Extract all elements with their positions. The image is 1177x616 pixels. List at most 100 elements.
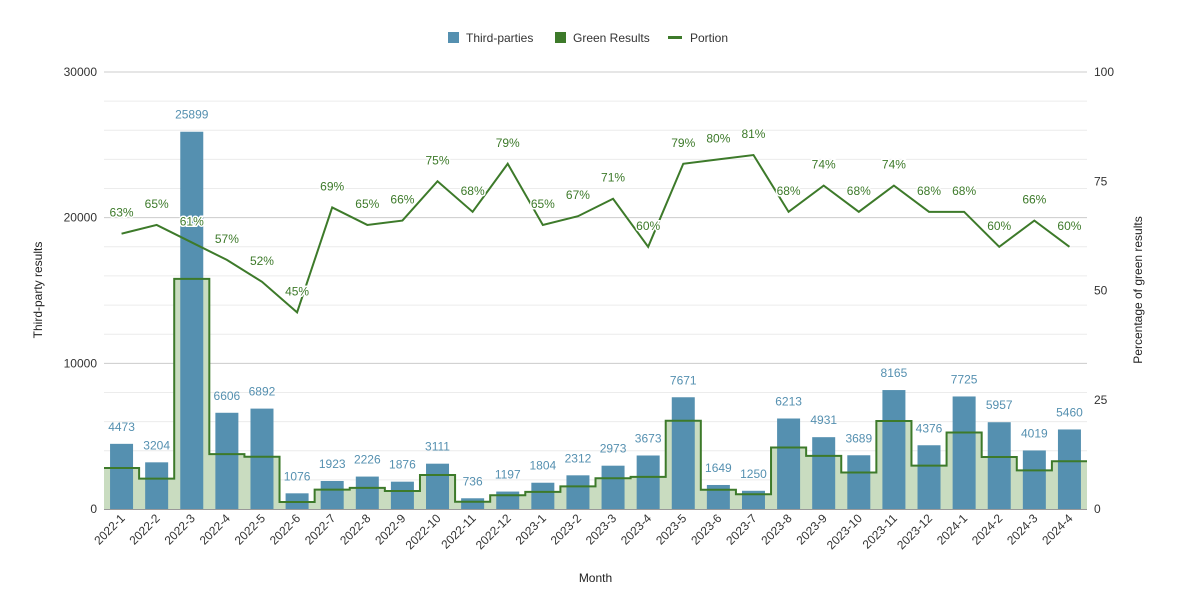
bar-label-2023-12: 4376 bbox=[916, 421, 943, 435]
bar-label-2022-1: 4473 bbox=[108, 420, 135, 434]
portion-label-2023-5: 79% bbox=[671, 136, 695, 150]
bar-label-2023-2: 2312 bbox=[565, 451, 592, 465]
legend-label-portion: Portion bbox=[690, 31, 728, 45]
y-tick-label: 10000 bbox=[64, 356, 98, 370]
bar-2023-5 bbox=[671, 397, 695, 509]
x-axis-title: Month bbox=[579, 571, 612, 585]
portion-label-2022-12: 79% bbox=[496, 136, 520, 150]
y2-tick-label: 25 bbox=[1094, 393, 1108, 407]
x-tick-label: 2023-10 bbox=[824, 511, 865, 552]
portion-label-2022-4: 57% bbox=[215, 232, 239, 246]
x-tick-label: 2023-5 bbox=[653, 511, 690, 548]
bar-2023-4 bbox=[636, 455, 660, 509]
x-tick-label: 2023-4 bbox=[618, 511, 655, 548]
portion-label-2024-2: 60% bbox=[987, 219, 1011, 233]
bar-label-2022-11: 736 bbox=[463, 474, 483, 488]
x-tick-label: 2022-4 bbox=[197, 511, 234, 548]
bar-label-2024-3: 4019 bbox=[1021, 426, 1048, 440]
x-tick-label: 2024-1 bbox=[934, 511, 971, 548]
y-tick-label: 30000 bbox=[64, 65, 98, 79]
portion-label-2023-1: 65% bbox=[531, 197, 555, 211]
x-tick-label: 2022-7 bbox=[302, 511, 339, 548]
legend: Third-parties Green Results Portion bbox=[448, 31, 728, 45]
x-tick-label: 2022-1 bbox=[91, 511, 128, 548]
bar-2023-7 bbox=[741, 490, 765, 509]
x-tick-label: 2023-3 bbox=[583, 511, 620, 548]
bar-label-2023-3: 2973 bbox=[600, 442, 627, 456]
bar-label-2022-12: 1197 bbox=[495, 468, 521, 482]
portion-label-2022-6: 45% bbox=[285, 284, 309, 298]
bar-2023-6 bbox=[706, 484, 730, 509]
green-results-step-line bbox=[104, 277, 1087, 503]
bar-label-2023-10: 3689 bbox=[845, 431, 872, 445]
portion-label-2022-5: 52% bbox=[250, 254, 274, 268]
y2-tick-label: 75 bbox=[1094, 174, 1108, 188]
bar-label-2022-7: 1923 bbox=[319, 457, 346, 471]
bar-2022-4 bbox=[215, 412, 239, 509]
portion-label-2022-10: 75% bbox=[426, 153, 450, 167]
legend-label-green-results: Green Results bbox=[573, 31, 650, 45]
portion-label-2023-12: 68% bbox=[917, 184, 941, 198]
portion-label-2024-1: 68% bbox=[952, 184, 976, 198]
bar-label-2022-8: 2226 bbox=[354, 453, 381, 467]
x-tick-label: 2023-12 bbox=[894, 511, 935, 552]
bar-2022-10 bbox=[426, 463, 450, 509]
bar-2022-3 bbox=[180, 131, 204, 509]
x-tick-label: 2023-1 bbox=[513, 511, 550, 548]
bar-2022-1 bbox=[110, 443, 134, 509]
bar-label-2023-8: 6213 bbox=[775, 394, 802, 408]
bar-2023-9 bbox=[812, 437, 836, 509]
bar-2023-2 bbox=[566, 475, 590, 509]
x-tick-label: 2022-3 bbox=[162, 511, 199, 548]
portion-label-2022-11: 68% bbox=[461, 184, 485, 198]
portion-label-2022-2: 65% bbox=[145, 197, 169, 211]
bar-2022-8 bbox=[355, 476, 379, 509]
bar-label-2024-4: 5460 bbox=[1056, 405, 1083, 419]
bar-label-2022-2: 3204 bbox=[143, 438, 170, 452]
x-tick-label: 2024-2 bbox=[969, 511, 1006, 548]
y2-tick-label: 0 bbox=[1094, 502, 1101, 516]
portion-label-2022-1: 63% bbox=[110, 206, 134, 220]
portion-label-2022-9: 66% bbox=[390, 193, 414, 207]
x-tick-label: 2022-10 bbox=[403, 511, 444, 552]
y-tick-label: 20000 bbox=[64, 211, 98, 225]
portion-line bbox=[121, 153, 1071, 315]
legend-swatch-third-parties bbox=[448, 32, 459, 43]
right-axis-ticks: 0 25 50 75 100 bbox=[1094, 65, 1114, 516]
y-tick-label: 0 bbox=[90, 502, 97, 516]
bar-label-2023-6: 1649 bbox=[705, 461, 732, 475]
y2-tick-label: 50 bbox=[1094, 284, 1108, 298]
x-tick-label: 2024-4 bbox=[1039, 511, 1076, 548]
x-tick-label: 2023-6 bbox=[688, 511, 725, 548]
bar-2023-3 bbox=[601, 465, 625, 509]
x-tick-label: 2022-5 bbox=[232, 511, 269, 548]
bar-2022-11 bbox=[461, 498, 485, 509]
bar-label-2023-7: 1250 bbox=[740, 467, 767, 481]
x-tick-label: 2022-12 bbox=[473, 511, 514, 552]
x-axis-ticks: 2022-12022-22022-32022-42022-52022-62022… bbox=[91, 511, 1075, 552]
x-tick-label: 2023-11 bbox=[860, 511, 901, 552]
portion-label-2023-6: 80% bbox=[706, 131, 730, 145]
bar-2022-5 bbox=[250, 408, 274, 509]
bar-2023-8 bbox=[777, 418, 801, 509]
x-tick-label: 2022-2 bbox=[126, 511, 163, 548]
bar-label-2022-3: 25899 bbox=[175, 108, 209, 122]
bar-2022-12 bbox=[496, 491, 520, 509]
legend-label-third-parties: Third-parties bbox=[466, 31, 533, 45]
bar-2024-2 bbox=[987, 422, 1011, 509]
x-tick-label: 2022-6 bbox=[267, 511, 304, 548]
y2-tick-label: 100 bbox=[1094, 65, 1114, 79]
gridlines bbox=[104, 71, 1087, 510]
bar-label-2023-5: 7671 bbox=[670, 373, 697, 387]
bar-label-2022-4: 6606 bbox=[214, 389, 241, 403]
portion-label-2022-7: 69% bbox=[320, 179, 344, 193]
bar-label-2022-5: 6892 bbox=[249, 385, 276, 399]
x-tick-label: 2023-2 bbox=[548, 511, 585, 548]
bar-2022-7 bbox=[320, 480, 344, 509]
x-tick-label: 2023-8 bbox=[758, 511, 795, 548]
x-tick-label: 2023-7 bbox=[723, 511, 760, 548]
bar-2022-2 bbox=[145, 462, 169, 509]
bar-2023-11 bbox=[882, 390, 906, 509]
y2-axis-title: Percentage of green results bbox=[1131, 216, 1145, 363]
